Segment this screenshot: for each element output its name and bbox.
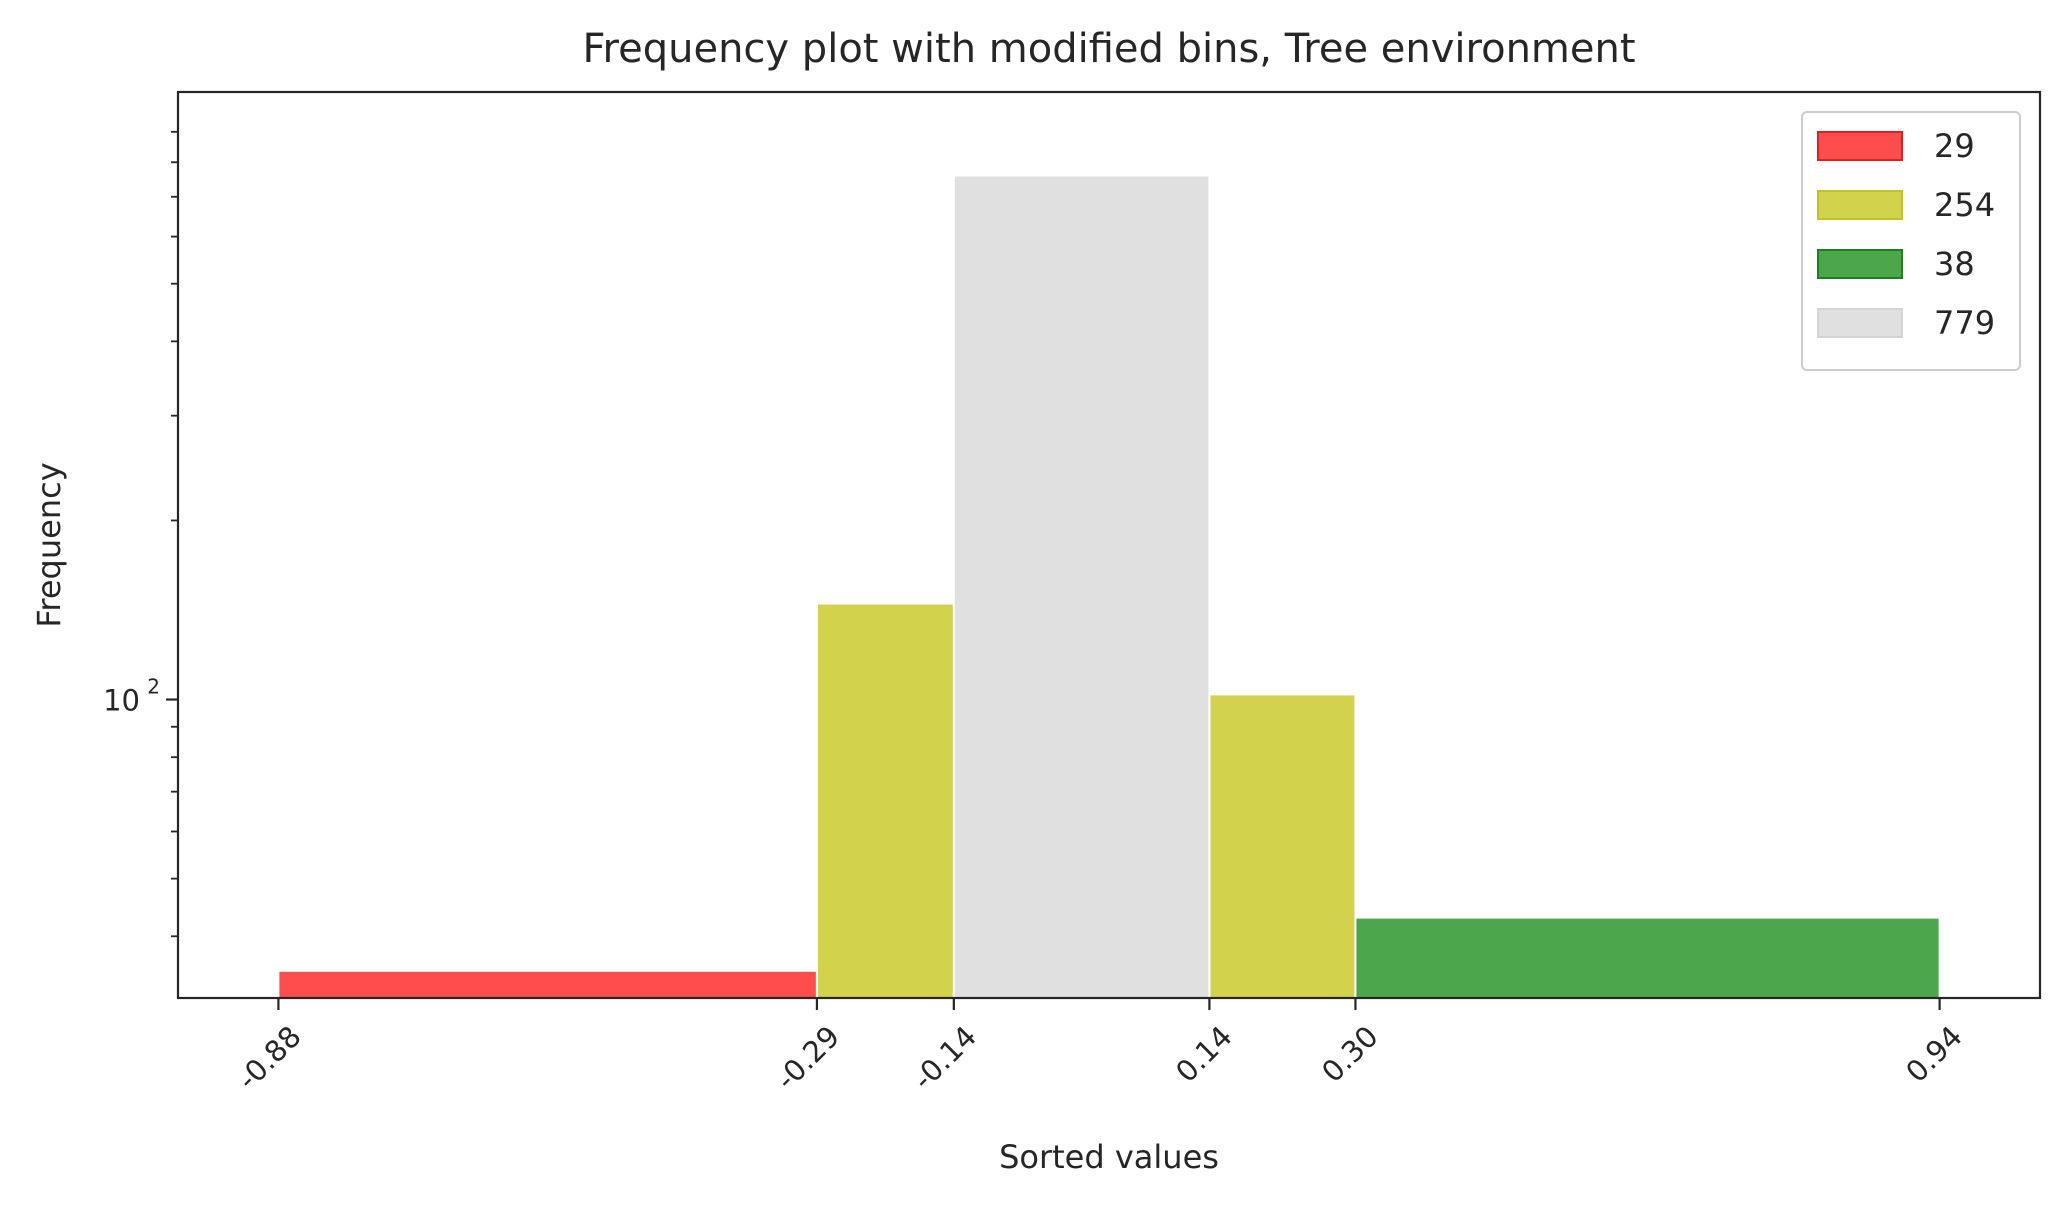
histogram-bar <box>277 969 818 1000</box>
y-tick-label-exponent: 2 <box>147 675 160 699</box>
legend-swatch <box>1817 190 1903 220</box>
legend-label: 254 <box>1934 186 1995 224</box>
legend-item: 29 <box>1817 127 1975 165</box>
legend-label: 29 <box>1934 127 1975 165</box>
legend: 29 254 38 779 <box>1801 111 2021 371</box>
x-axis-label: Sorted values <box>999 1138 1219 1176</box>
legend-label: 779 <box>1934 304 1995 342</box>
legend-item: 38 <box>1817 245 1975 283</box>
y-axis-label: Frequency <box>30 462 68 627</box>
legend-box <box>1801 111 2021 371</box>
legend-swatch <box>1817 308 1903 338</box>
chart-title: Frequency plot with modified bins, Tree … <box>582 26 1635 72</box>
plot-frame <box>176 90 2042 1000</box>
legend-item: 254 <box>1817 186 1995 224</box>
legend-swatch <box>1817 249 1903 279</box>
y-tick-label: 10 <box>103 684 140 718</box>
legend-item: 779 <box>1817 304 1995 342</box>
histogram-bar <box>1354 916 1941 999</box>
legend-swatch <box>1817 131 1903 161</box>
histogram-bar <box>815 602 955 999</box>
histogram-bar <box>1208 693 1357 999</box>
histogram-bar <box>952 174 1211 1000</box>
y-axis: 10 2 <box>103 130 178 938</box>
bars-layer <box>277 174 1941 1000</box>
legend-items: 29 254 38 779 <box>1817 127 1995 342</box>
legend-label: 38 <box>1934 245 1975 283</box>
